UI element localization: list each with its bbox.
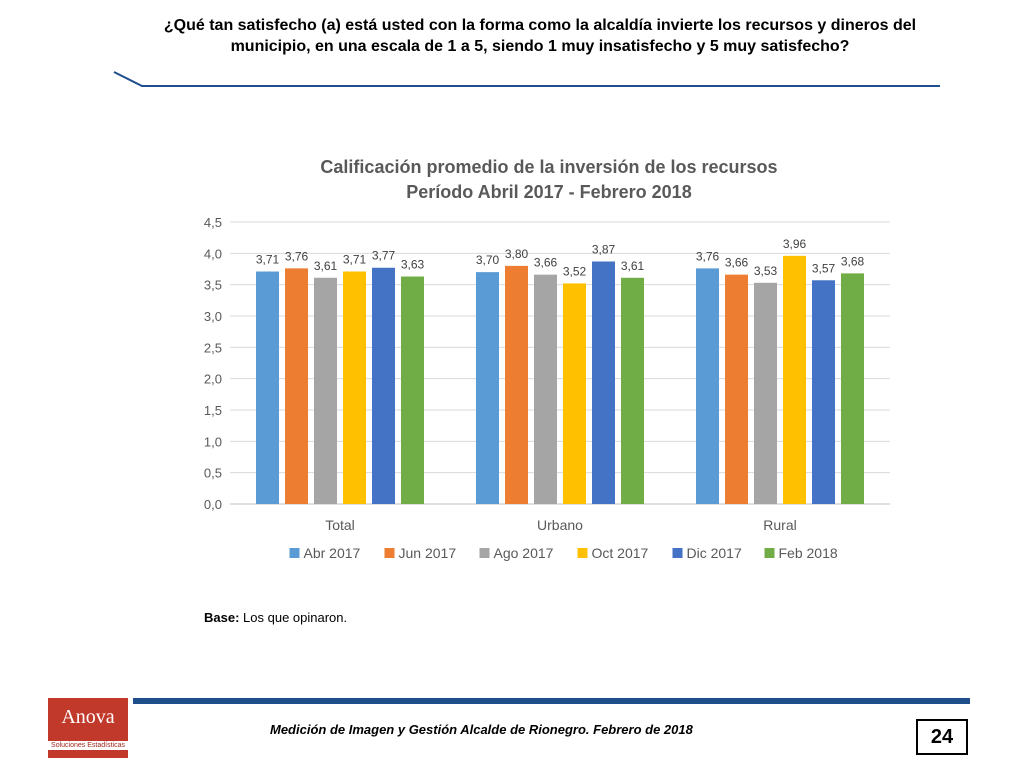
chart-subtitle: Período Abril 2017 - Febrero 2018	[406, 182, 691, 202]
y-tick-label: 0,0	[204, 497, 222, 512]
bar	[563, 283, 586, 504]
base-text: Los que opinaron.	[239, 610, 348, 625]
logo-subtitle: Soluciones Estadísticas	[48, 741, 128, 750]
company-logo: Anova Soluciones Estadísticas	[48, 698, 128, 758]
bar	[696, 268, 719, 504]
legend-swatch	[577, 548, 588, 558]
legend-swatch	[764, 548, 775, 558]
y-tick-label: 1,0	[204, 434, 222, 449]
data-label: 3,61	[621, 259, 645, 273]
y-tick-label: 3,5	[204, 278, 222, 293]
data-label: 3,68	[841, 254, 865, 268]
data-label: 3,71	[256, 253, 280, 267]
bar	[783, 255, 806, 504]
y-tick-label: 3,0	[204, 309, 222, 324]
legend-label: Dic 2017	[687, 545, 742, 561]
data-label: 3,53	[754, 264, 778, 278]
chart-title: Calificación promedio de la inversión de…	[320, 157, 777, 177]
legend-label: Abr 2017	[304, 545, 361, 561]
data-label: 3,66	[725, 256, 749, 270]
bar	[372, 267, 395, 504]
legend-swatch	[289, 548, 300, 558]
bar	[621, 277, 644, 504]
data-label: 3,70	[476, 253, 500, 267]
data-label: 3,52	[563, 264, 587, 278]
data-label: 3,57	[812, 261, 836, 275]
data-label: 3,61	[314, 259, 338, 273]
legend-label: Oct 2017	[592, 545, 649, 561]
legend-label: Feb 2018	[779, 545, 838, 561]
data-label: 3,71	[343, 253, 367, 267]
base-label: Base:	[204, 610, 240, 625]
bar	[592, 261, 615, 504]
legend-swatch	[384, 548, 395, 558]
footer-text: Medición de Imagen y Gestión Alcalde de …	[270, 722, 693, 737]
x-tick-label: Total	[325, 517, 355, 533]
bar	[505, 265, 528, 504]
header-rule	[113, 71, 940, 87]
data-label: 3,96	[783, 237, 807, 251]
data-label: 3,87	[592, 242, 616, 256]
bar	[343, 271, 366, 504]
bar	[534, 274, 557, 504]
y-tick-label: 4,5	[204, 215, 222, 230]
x-tick-label: Urbano	[537, 517, 583, 533]
y-tick-label: 2,5	[204, 340, 222, 355]
bar	[314, 277, 337, 504]
x-tick-label: Rural	[763, 517, 796, 533]
legend-label: Ago 2017	[494, 545, 554, 561]
legend-label: Jun 2017	[399, 545, 457, 561]
data-label: 3,77	[372, 249, 396, 263]
bar	[256, 271, 279, 504]
y-tick-label: 1,5	[204, 403, 222, 418]
legend-swatch	[672, 548, 683, 558]
bar	[754, 282, 777, 504]
page-number: 24	[916, 719, 968, 755]
footer-rule	[133, 698, 970, 704]
bar	[285, 268, 308, 504]
data-label: 3,66	[534, 256, 558, 270]
data-label: 3,76	[696, 249, 720, 263]
data-label: 3,76	[285, 249, 309, 263]
data-label: 3,80	[505, 247, 529, 261]
y-tick-label: 2,0	[204, 372, 222, 387]
legend-swatch	[479, 548, 490, 558]
slide-question: ¿Qué tan satisfecho (a) está usted con l…	[163, 17, 917, 55]
bar	[401, 276, 424, 504]
y-tick-label: 4,0	[204, 246, 222, 261]
bar	[812, 280, 835, 504]
bar	[476, 272, 499, 504]
base-note: Base: Los que opinaron.	[204, 610, 347, 625]
y-tick-label: 0,5	[204, 466, 222, 481]
bar	[841, 273, 864, 504]
bar-chart: Calificación promedio de la inversión de…	[204, 157, 890, 561]
logo-name: Anova	[61, 706, 115, 728]
bar	[725, 274, 748, 504]
data-label: 3,63	[401, 258, 425, 272]
